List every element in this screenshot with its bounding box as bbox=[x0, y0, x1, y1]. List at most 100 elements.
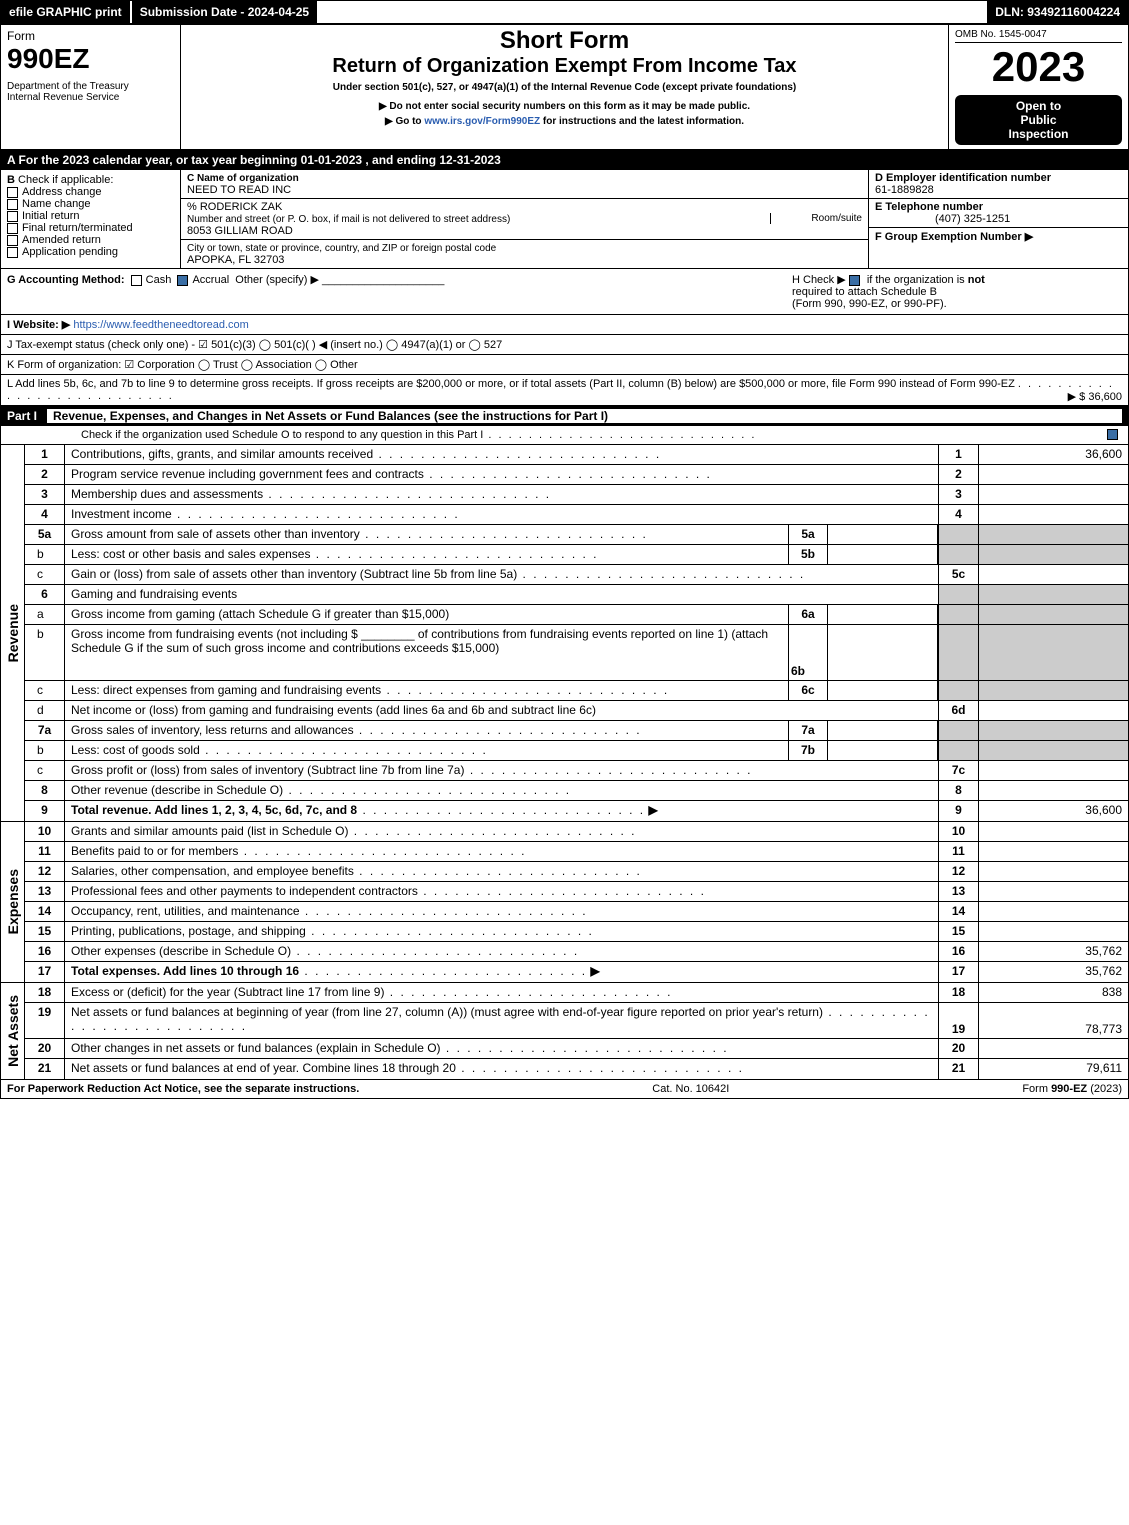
line-6a: aGross income from gaming (attach Schedu… bbox=[25, 605, 1128, 625]
rows-g-h: G Accounting Method: Cash Accrual Other … bbox=[1, 269, 1128, 315]
lr: 12 bbox=[938, 862, 978, 881]
lr: 8 bbox=[938, 781, 978, 800]
checkbox-schedule-o[interactable] bbox=[1107, 429, 1118, 440]
line-8: 8Other revenue (describe in Schedule O)8 bbox=[25, 781, 1128, 801]
lmv bbox=[828, 545, 938, 564]
net-assets-section: Net Assets 18Excess or (deficit) for the… bbox=[1, 983, 1128, 1079]
ln: b bbox=[25, 625, 65, 680]
opt-other: Other (specify) ▶ bbox=[235, 274, 319, 286]
lv bbox=[978, 1039, 1128, 1058]
lv bbox=[978, 525, 1128, 544]
lv bbox=[978, 822, 1128, 841]
ld: Less: direct expenses from gaming and fu… bbox=[65, 681, 788, 700]
ln: c bbox=[25, 565, 65, 584]
opt-initial-return: Initial return bbox=[22, 210, 79, 222]
checkbox-final-return[interactable] bbox=[7, 223, 18, 234]
fr-post: (2023) bbox=[1087, 1083, 1122, 1095]
opt-application-pending: Application pending bbox=[22, 246, 118, 258]
ln: 17 bbox=[25, 962, 65, 982]
ln: 15 bbox=[25, 922, 65, 941]
lv bbox=[978, 701, 1128, 720]
opt-name-change: Name change bbox=[22, 198, 91, 210]
ln: 9 bbox=[25, 801, 65, 821]
row-h-not: not bbox=[968, 274, 985, 286]
l17-text: Total expenses. Add lines 10 through 16 bbox=[71, 964, 299, 978]
line-12: 12Salaries, other compensation, and empl… bbox=[25, 862, 1128, 882]
revenue-lines: 1Contributions, gifts, grants, and simil… bbox=[25, 445, 1128, 821]
row-l-text: L Add lines 5b, 6c, and 7b to line 9 to … bbox=[7, 378, 1015, 390]
lmv bbox=[828, 681, 938, 700]
lr: 4 bbox=[938, 505, 978, 524]
ld: Printing, publications, postage, and shi… bbox=[65, 922, 938, 941]
boxes-d-e-f: D Employer identification number 61-1889… bbox=[868, 170, 1128, 268]
ln: 1 bbox=[25, 445, 65, 464]
ld: Salaries, other compensation, and employ… bbox=[65, 862, 938, 881]
lr: 17 bbox=[938, 962, 978, 982]
lr bbox=[938, 525, 978, 544]
line-15: 15Printing, publications, postage, and s… bbox=[25, 922, 1128, 942]
city-label: City or town, state or province, country… bbox=[187, 243, 496, 254]
lr bbox=[938, 605, 978, 624]
ln: 10 bbox=[25, 822, 65, 841]
lv: 838 bbox=[978, 983, 1128, 1002]
lmv bbox=[828, 625, 938, 680]
row-h: H Check ▶ if the organization is not req… bbox=[792, 273, 1122, 310]
ln: 14 bbox=[25, 902, 65, 921]
lm: 6c bbox=[788, 681, 828, 700]
lv bbox=[978, 585, 1128, 604]
lv: 35,762 bbox=[978, 942, 1128, 961]
ln: 2 bbox=[25, 465, 65, 484]
checkbox-application-pending[interactable] bbox=[7, 247, 18, 258]
ln: 3 bbox=[25, 485, 65, 504]
ld: Total expenses. Add lines 10 through 16 … bbox=[65, 962, 938, 982]
ld: Net assets or fund balances at beginning… bbox=[65, 1003, 938, 1038]
ld: Professional fees and other payments to … bbox=[65, 882, 938, 901]
ld: Gaming and fundraising events bbox=[65, 585, 938, 604]
arrow-icon: ▶ bbox=[649, 803, 658, 817]
lm: 7a bbox=[788, 721, 828, 740]
efile-print-button[interactable]: efile GRAPHIC print bbox=[1, 1, 132, 23]
checkbox-h[interactable] bbox=[849, 275, 860, 286]
lr: 14 bbox=[938, 902, 978, 921]
lv: 35,762 bbox=[978, 962, 1128, 982]
dots bbox=[299, 964, 587, 978]
checkbox-amended-return[interactable] bbox=[7, 235, 18, 246]
tax-year: 2023 bbox=[955, 43, 1122, 91]
checkbox-cash[interactable] bbox=[131, 275, 142, 286]
line-5b: bLess: cost or other basis and sales exp… bbox=[25, 545, 1128, 565]
ld: Total revenue. Add lines 1, 2, 3, 4, 5c,… bbox=[65, 801, 938, 821]
checkbox-initial-return[interactable] bbox=[7, 211, 18, 222]
submission-date-badge: Submission Date - 2024-04-25 bbox=[132, 1, 319, 23]
room-suite-label: Room/suite bbox=[770, 213, 862, 224]
checkbox-address-change[interactable] bbox=[7, 187, 18, 198]
opt-accrual: Accrual bbox=[192, 274, 229, 286]
care-of: % RODERICK ZAK bbox=[187, 201, 282, 213]
lr: 6d bbox=[938, 701, 978, 720]
fr-bold: 990-EZ bbox=[1051, 1083, 1087, 1095]
lv bbox=[978, 485, 1128, 504]
line-6b: bGross income from fundraising events (n… bbox=[25, 625, 1128, 681]
revenue-vlabel-col: Revenue bbox=[1, 445, 25, 821]
ln: 18 bbox=[25, 983, 65, 1002]
lr bbox=[938, 545, 978, 564]
lv bbox=[978, 721, 1128, 740]
lv bbox=[978, 882, 1128, 901]
ld: Gross income from gaming (attach Schedul… bbox=[65, 605, 788, 624]
ld: Membership dues and assessments bbox=[65, 485, 938, 504]
form-header: Form 990EZ Department of the Treasury In… bbox=[1, 25, 1128, 150]
expenses-vlabel-col: Expenses bbox=[1, 822, 25, 982]
open-line2: Public bbox=[959, 113, 1118, 127]
box-d-label: D Employer identification number bbox=[875, 172, 1051, 184]
checkbox-name-change[interactable] bbox=[7, 199, 18, 210]
ld: Grants and similar amounts paid (list in… bbox=[65, 822, 938, 841]
form-word: Form bbox=[7, 29, 174, 43]
line-19: 19Net assets or fund balances at beginni… bbox=[25, 1003, 1128, 1039]
website-link[interactable]: https://www.feedtheneedtoread.com bbox=[73, 319, 249, 331]
irs-link[interactable]: www.irs.gov/Form990EZ bbox=[424, 116, 540, 127]
ld: Less: cost of goods sold bbox=[65, 741, 788, 760]
line-3: 3Membership dues and assessments3 bbox=[25, 485, 1128, 505]
dots bbox=[483, 429, 756, 441]
lr: 19 bbox=[938, 1003, 978, 1038]
checkbox-accrual[interactable] bbox=[177, 275, 188, 286]
box-b: B Check if applicable: Address change Na… bbox=[1, 170, 181, 268]
